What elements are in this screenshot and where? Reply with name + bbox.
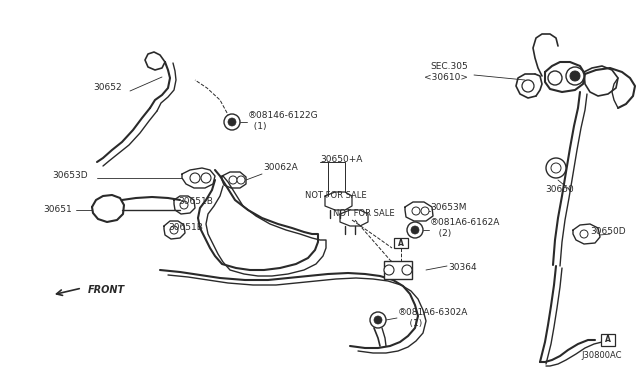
Circle shape	[522, 80, 534, 92]
Text: A: A	[398, 238, 404, 247]
Text: ®081A6-6302A
    (1): ®081A6-6302A (1)	[398, 308, 468, 328]
Text: 30650: 30650	[545, 186, 573, 195]
Text: B: B	[413, 228, 417, 232]
Text: J30800AC: J30800AC	[582, 352, 622, 360]
Text: 30650D: 30650D	[590, 228, 626, 237]
Circle shape	[384, 265, 394, 275]
Text: NOT FOR SALE: NOT FOR SALE	[305, 192, 367, 201]
Circle shape	[551, 163, 561, 173]
Text: 30651B: 30651B	[168, 224, 203, 232]
Circle shape	[580, 230, 588, 238]
Circle shape	[180, 201, 188, 209]
Circle shape	[570, 71, 580, 81]
Text: 30652: 30652	[93, 83, 122, 93]
Text: 30651B: 30651B	[178, 198, 213, 206]
Text: 30653M: 30653M	[430, 203, 467, 212]
Circle shape	[170, 226, 178, 234]
Circle shape	[190, 173, 200, 183]
Circle shape	[229, 176, 237, 184]
Circle shape	[201, 173, 211, 183]
Text: FRONT: FRONT	[88, 285, 125, 295]
Circle shape	[237, 176, 245, 184]
Text: 30653D: 30653D	[52, 170, 88, 180]
Bar	[384, 261, 412, 279]
Circle shape	[548, 71, 562, 85]
Circle shape	[370, 312, 386, 328]
Text: 30062A: 30062A	[263, 164, 298, 173]
Bar	[601, 334, 615, 346]
Circle shape	[374, 316, 382, 324]
Text: B: B	[376, 317, 380, 323]
Text: 30651: 30651	[44, 205, 72, 215]
Bar	[394, 238, 408, 248]
Circle shape	[421, 207, 429, 215]
Circle shape	[402, 265, 412, 275]
Text: B: B	[230, 119, 234, 125]
Circle shape	[412, 207, 420, 215]
Text: A: A	[605, 336, 611, 344]
Circle shape	[228, 118, 236, 126]
Text: ®08146-6122G
  (1): ®08146-6122G (1)	[248, 111, 319, 131]
Text: NOT FOR SALE: NOT FOR SALE	[333, 209, 395, 218]
Circle shape	[224, 114, 240, 130]
Text: 30364: 30364	[448, 263, 477, 273]
Text: ®081A6-6162A
   (2): ®081A6-6162A (2)	[430, 218, 500, 238]
Circle shape	[546, 158, 566, 178]
Circle shape	[566, 67, 584, 85]
Circle shape	[407, 222, 423, 238]
Circle shape	[411, 226, 419, 234]
Text: SEC.305
<30610>: SEC.305 <30610>	[424, 62, 468, 82]
Text: 30650+A: 30650+A	[320, 155, 362, 164]
